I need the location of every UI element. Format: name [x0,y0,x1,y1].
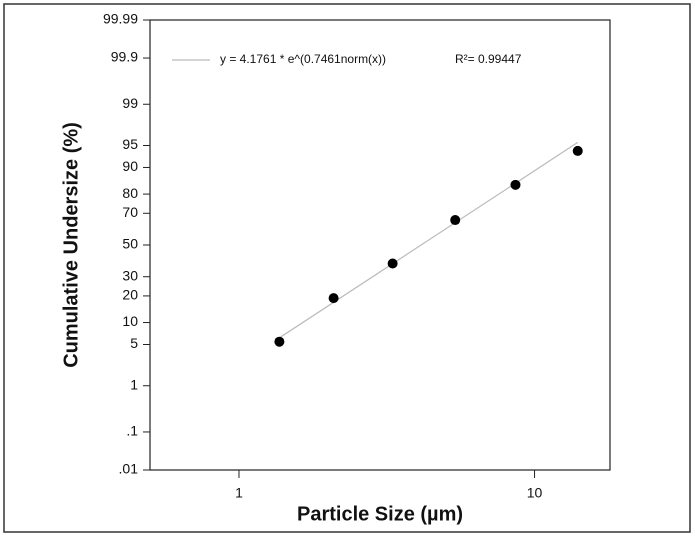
y-tick-label: 20 [122,287,138,303]
x-axis-label: Particle Size (µm) [297,503,463,525]
y-tick-label: 99.99 [103,11,138,27]
frame [3,3,691,533]
y-tick-label: 99.9 [111,49,138,65]
x-tick-label: 10 [527,485,543,501]
x-tick-label: 1 [235,485,243,501]
y-axis-label: Cumulative Undersize (%) [60,122,82,368]
data-point [328,293,339,304]
fit-legend-label: y = 4.1761 * e^(0.7461norm(x)) [220,52,386,66]
y-tick-label: 95 [122,136,138,152]
y-tick-label: 90 [122,158,138,174]
y-tick-label: 30 [122,267,138,283]
y-tick-label: 1 [130,376,138,392]
y-tick-label: 70 [122,204,138,220]
data-point [572,145,583,156]
y-tick-label: 5 [130,335,138,351]
y-tick-label: 10 [122,313,138,329]
y-tick-label: .1 [126,423,138,439]
data-point [510,179,521,190]
data-point [274,336,285,347]
data-point [450,215,461,226]
data-point [387,258,398,269]
y-tick-label: 50 [122,236,138,252]
fit-line [277,141,579,340]
y-tick-label: .01 [119,461,139,477]
y-tick-label: 99 [122,95,138,111]
r-squared: R²= 0.99447 [455,52,522,66]
y-tick-label: 80 [122,185,138,201]
